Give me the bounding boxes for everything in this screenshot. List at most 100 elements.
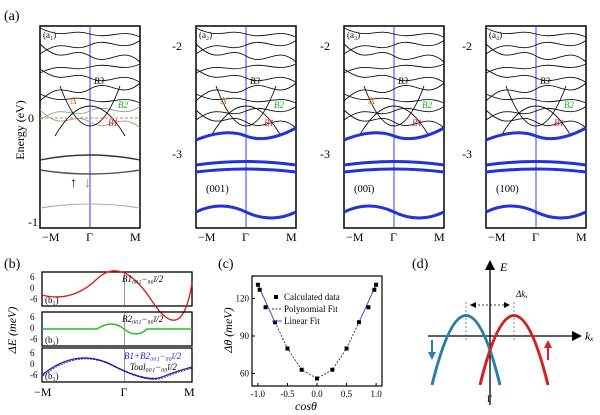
shift-label: Δkₓ <box>515 289 528 299</box>
b-ytick: 6 <box>30 272 35 282</box>
projected-band <box>485 160 587 167</box>
a-ytick: -2 <box>462 39 472 53</box>
b-ytick: 6 <box>30 348 35 358</box>
b-xtick: Γ <box>121 385 128 399</box>
spin-down-arrow <box>428 352 436 360</box>
band-curve <box>39 40 141 55</box>
panel-c-ylabel: Δθ (meV) <box>221 307 235 353</box>
c-xtick-label: -1.0 <box>251 389 266 399</box>
calculated-point <box>344 346 349 351</box>
label-b1: B1 <box>412 118 422 128</box>
label-b2: B2 <box>422 100 432 110</box>
band-b1 <box>358 105 430 137</box>
band-curve <box>485 106 587 121</box>
band-curve <box>195 106 297 121</box>
projected-band <box>485 126 587 142</box>
label-delta: Δ <box>70 96 77 107</box>
subpanel-tag: (b₁) <box>45 295 59 305</box>
projected-band <box>195 204 297 220</box>
calculated-point <box>299 367 304 372</box>
band-curve <box>485 82 587 102</box>
legend-linear: Linear Fit <box>284 316 320 326</box>
subpanel-tag: (b₂) <box>45 335 59 345</box>
c-ytick-label: 90 <box>240 331 250 341</box>
a-ytick: -1 <box>28 215 38 229</box>
band-curve <box>343 27 445 38</box>
band-curve <box>343 106 445 121</box>
a-xtick: −M <box>346 230 364 244</box>
panel-c-xlabel: cosθ <box>295 399 317 413</box>
band-curve <box>343 40 445 55</box>
total-curve <box>42 358 194 380</box>
k-axis-label: kₓ <box>585 329 594 343</box>
label-delta: Δ′ <box>368 96 377 107</box>
band-curve <box>39 106 141 121</box>
a-xtick: Γ <box>242 230 249 244</box>
panel-c-legend: Calculated data Polynomial Fit Linear Fi… <box>272 292 340 326</box>
c-xtick-label: 1.0 <box>370 389 382 399</box>
a-xtick: −M <box>488 230 506 244</box>
band-curve <box>343 109 445 129</box>
subpanel-frame <box>41 347 193 383</box>
c-xtick-label: -0.5 <box>280 389 295 399</box>
c-ytick-label: 60 <box>240 369 250 379</box>
label-b2: B2 <box>274 100 284 110</box>
panel-c-label: (c) <box>218 257 234 272</box>
projected-band <box>343 126 445 142</box>
b-xtick: M <box>184 385 195 399</box>
surface-note: (00ī) <box>354 184 375 195</box>
subpanel-b2: (b₂) B2₀₀₁−₀₀ī/2 60-6 <box>30 311 193 347</box>
panel-b-label: (b) <box>4 257 21 272</box>
subpanel-tag: (a₂) <box>199 30 212 40</box>
legend-marker-calculated <box>274 295 278 299</box>
band-curve <box>485 63 587 74</box>
band-curve <box>485 43 587 63</box>
band-curve <box>485 109 587 129</box>
a-xtick: Γ <box>532 230 539 244</box>
calculated-point <box>366 305 371 310</box>
calculated-point <box>374 282 379 287</box>
band-curve <box>343 43 445 63</box>
a-ytick: -3 <box>462 147 472 161</box>
band-curve <box>195 109 297 129</box>
c-xtick-label: 0.5 <box>341 389 353 399</box>
band-curve <box>343 63 445 74</box>
energy-axis-label: E <box>499 260 508 274</box>
subpanel-legend: Toal₀₀₁−₀₀ī/2 <box>130 362 177 372</box>
band-b3 <box>59 85 121 127</box>
band-curve <box>39 93 141 104</box>
b-ytick: 0 <box>30 323 35 333</box>
calculated-point <box>315 376 319 381</box>
subpanel-frame <box>41 271 193 307</box>
energy-axis-arrow <box>485 260 495 270</box>
shift-arrow-left <box>470 302 476 308</box>
legend-calculated: Calculated data <box>284 292 340 302</box>
legend-poly: Polynomial Fit <box>284 304 338 314</box>
calculated-point <box>372 287 377 292</box>
panel-a-label: (a) <box>4 9 20 24</box>
gamma-label: Γ <box>487 394 492 404</box>
lower-band <box>39 203 141 209</box>
subpanel-legend: B2₀₀₁−₀₀ī/2 <box>122 314 164 324</box>
band-b3 <box>505 85 567 127</box>
b-xtick: −M <box>34 385 52 399</box>
shift-arrow-right <box>504 302 510 308</box>
subpanel-b1: (b₁)B1₀₀₁−₀₀ī/260-6 <box>30 270 193 321</box>
c-xtick-label: 0.0 <box>311 389 323 399</box>
panel-b-ylabel: ΔE (meV) <box>5 307 19 355</box>
a-ytick: -2 <box>172 39 182 53</box>
band-curve <box>195 93 297 104</box>
a-xtick: M <box>434 230 445 244</box>
label-b2: B2 <box>564 100 574 110</box>
projected-band <box>195 167 297 174</box>
projected-band <box>343 204 445 220</box>
subpanel-tag: (b₃) <box>45 371 59 381</box>
band-curve <box>195 68 297 83</box>
panel-d-label: (d) <box>412 257 429 272</box>
a-xtick: −M <box>198 230 216 244</box>
b-ytick: -6 <box>30 334 38 344</box>
